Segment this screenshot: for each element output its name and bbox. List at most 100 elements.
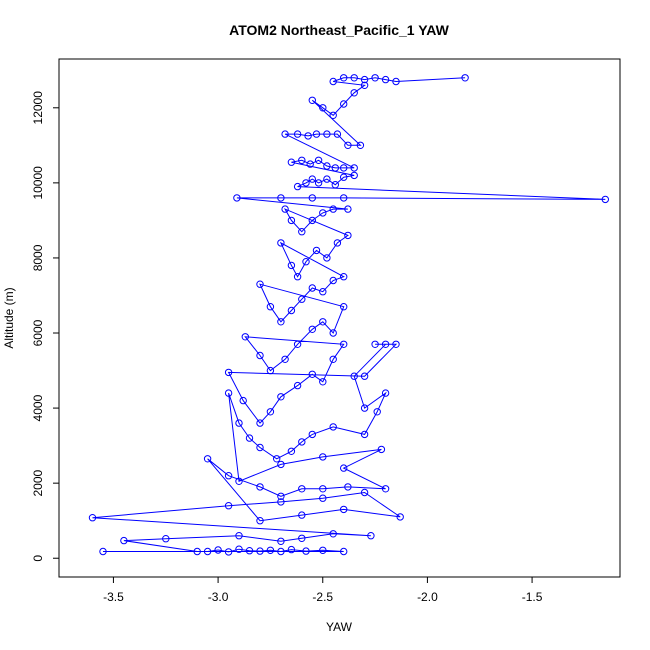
- data-point: [277, 318, 285, 326]
- y-tick-label: 12000: [31, 91, 45, 125]
- y-tick-label: 10000: [31, 166, 45, 200]
- data-point: [360, 81, 369, 90]
- data-point: [241, 333, 250, 341]
- data-point: [319, 378, 327, 386]
- data-point: [120, 536, 128, 545]
- data-point: [239, 396, 247, 405]
- data-point: [377, 445, 386, 454]
- data-point: [99, 547, 107, 556]
- data-point: [256, 419, 264, 427]
- data-point: [287, 216, 296, 225]
- data-point: [266, 303, 275, 311]
- data-point: [350, 171, 358, 180]
- data-point: [329, 530, 337, 538]
- data-point: [340, 194, 348, 202]
- series-line: [92, 77, 606, 553]
- data-point: [293, 381, 302, 390]
- data-point: [293, 340, 302, 348]
- data-point: [277, 239, 285, 247]
- data-point: [340, 464, 348, 472]
- data-point: [281, 205, 289, 213]
- data-point: [304, 132, 312, 140]
- data-point: [298, 534, 306, 542]
- x-tick-label: -3.0: [208, 590, 229, 604]
- data-point: [350, 372, 358, 380]
- data-point: [329, 423, 337, 431]
- data-point: [256, 280, 264, 288]
- data-point: [312, 246, 321, 255]
- data-point: [308, 194, 316, 202]
- data-point: [277, 492, 285, 500]
- data-point: [224, 368, 233, 377]
- data-point: [308, 175, 316, 183]
- data-point: [329, 205, 337, 213]
- data-point: [340, 303, 348, 311]
- data-point: [203, 547, 212, 556]
- data-point: [367, 532, 375, 540]
- data-point: [350, 74, 358, 82]
- series-layer: [88, 74, 609, 556]
- data-point: [287, 545, 296, 554]
- data-point: [266, 366, 275, 375]
- data-point: [360, 430, 369, 439]
- data-point: [323, 254, 331, 262]
- data-point: [323, 175, 331, 183]
- data-point: [298, 228, 306, 236]
- data-point: [360, 372, 369, 380]
- data-point: [256, 443, 264, 452]
- data-point: [287, 158, 296, 166]
- data-point: [319, 209, 327, 217]
- data-point: [356, 141, 365, 150]
- data-point: [256, 483, 264, 491]
- data-point: [277, 460, 285, 469]
- data-point: [224, 472, 233, 480]
- data-point: [235, 419, 243, 427]
- data-point: [319, 494, 327, 502]
- data-point: [601, 195, 609, 204]
- data-point: [360, 488, 369, 497]
- y-axis: 0 2000 4000 6000 8000 10000 12000: [31, 91, 59, 562]
- data-point: [302, 547, 310, 555]
- data-point: [256, 517, 264, 525]
- x-tick-label: -2.0: [417, 590, 438, 604]
- data-point: [381, 340, 390, 348]
- data-point: [331, 181, 339, 189]
- data-point: [381, 389, 390, 397]
- data-point: [329, 355, 337, 363]
- data-point: [281, 130, 289, 138]
- data-point: [344, 231, 352, 240]
- data-point: [323, 162, 331, 170]
- data-point: [287, 306, 296, 315]
- data-point: [302, 179, 310, 187]
- data-point: [306, 160, 314, 168]
- data-point: [298, 295, 306, 303]
- y-tick-label: 6000: [31, 319, 45, 346]
- data-point: [331, 164, 339, 172]
- data-point: [281, 355, 289, 363]
- x-axis: -3.5 -3.0 -2.5 -2.0 -1.5: [103, 577, 543, 604]
- data-point: [302, 258, 310, 266]
- data-point: [323, 130, 331, 138]
- data-point: [214, 546, 222, 554]
- plot-frame: [58, 58, 621, 578]
- data-point: [193, 547, 201, 556]
- data-point: [298, 156, 306, 165]
- data-point: [293, 273, 302, 281]
- data-point: [233, 194, 241, 202]
- data-point: [308, 284, 316, 292]
- y-tick-label: 2000: [31, 469, 45, 496]
- data-point: [340, 173, 348, 181]
- data-point: [298, 438, 306, 446]
- data-point: [224, 548, 233, 556]
- data-point: [266, 408, 275, 416]
- data-point: [340, 547, 348, 556]
- data-point: [245, 547, 254, 555]
- data-point: [273, 455, 281, 463]
- data-point: [333, 239, 342, 247]
- x-tick-label: -1.5: [522, 590, 543, 604]
- chart-title: ATOM2 Northeast_Pacific_1 YAW: [229, 22, 449, 38]
- data-point: [314, 156, 323, 165]
- data-point: [381, 485, 390, 493]
- data-point: [340, 505, 348, 514]
